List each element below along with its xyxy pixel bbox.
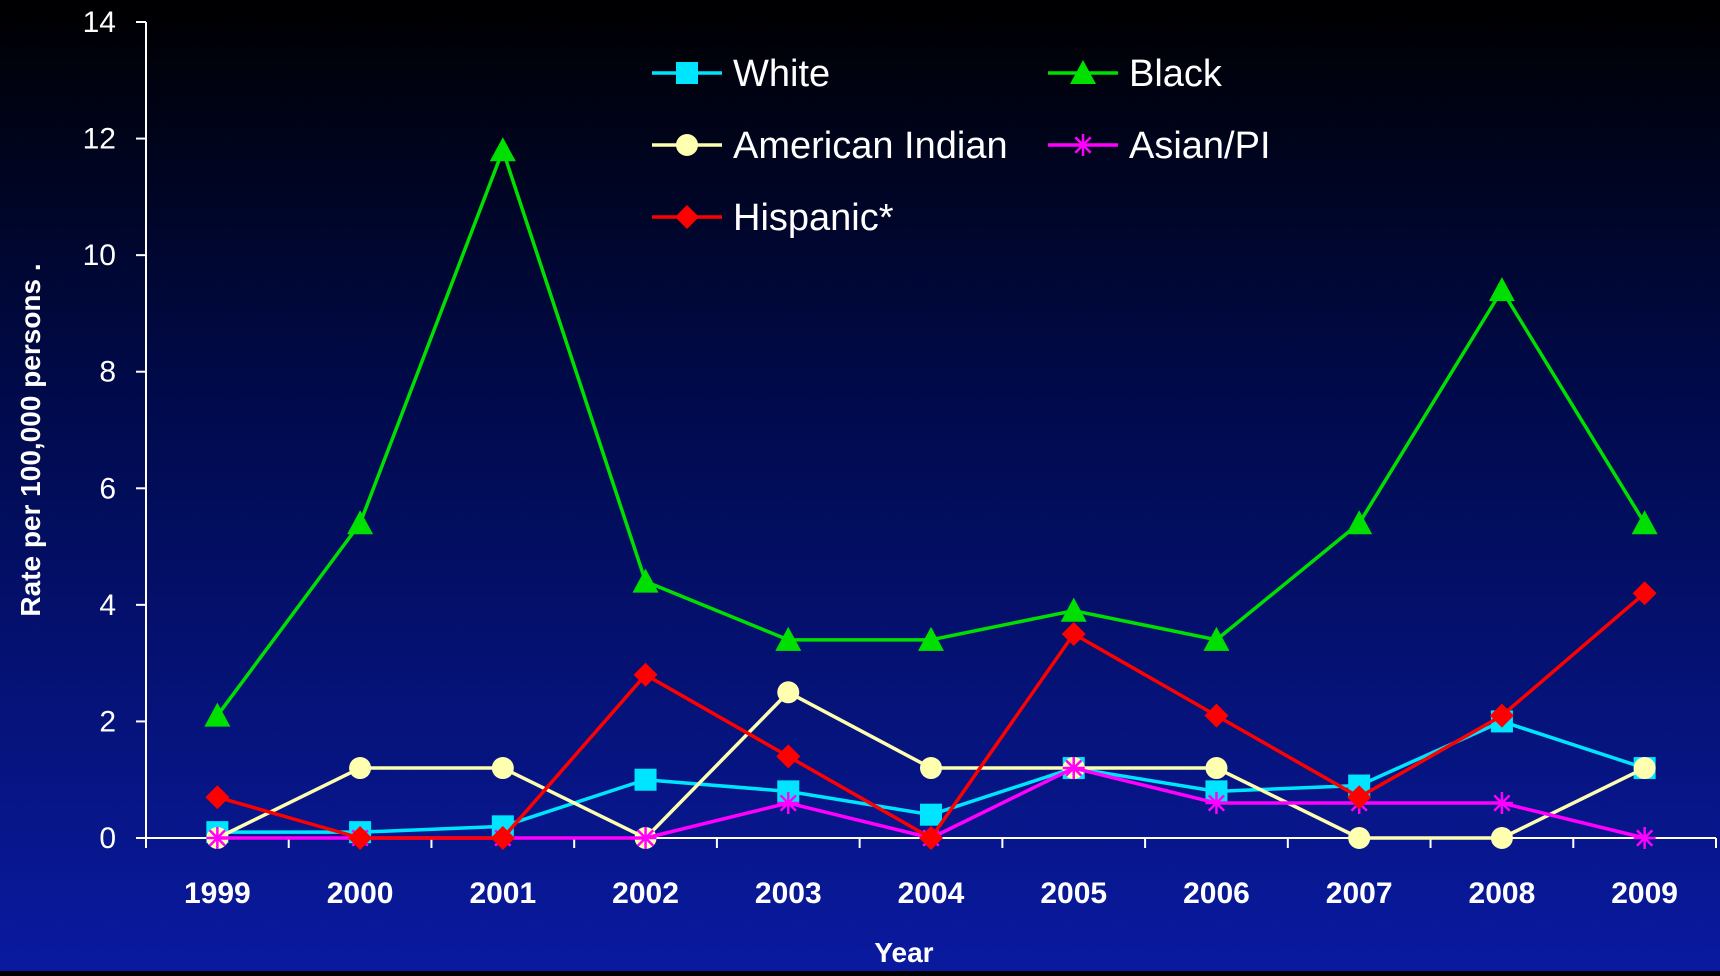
legend-marker <box>1072 134 1094 156</box>
legend-marker <box>675 205 699 229</box>
axes: 0 2 4 6 8 10 12 14 1999 2000 2001 2002 2003 2004 2005 2… <box>83 6 1717 910</box>
data-point-asian-pi <box>777 792 800 815</box>
legend-label: American Indian <box>733 125 1008 167</box>
legend-item-american-indian: American Indian <box>652 125 1008 167</box>
data-point-white <box>920 803 942 826</box>
legend-label: Hispanic* <box>733 197 894 239</box>
data-point-american-indian <box>920 757 942 780</box>
y-tick-label: 0 <box>99 822 116 855</box>
x-tick-label: 2002 <box>612 877 679 910</box>
data-point-american-indian <box>491 757 514 780</box>
x-tick-label: 2008 <box>1469 877 1536 910</box>
x-tick-label: 2006 <box>1183 877 1250 910</box>
legend-marker <box>676 134 698 156</box>
data-point-american-indian <box>777 681 800 704</box>
data-point-black <box>489 137 516 162</box>
series-hispanic <box>205 581 1657 850</box>
x-tick-label: 2001 <box>469 877 536 910</box>
data-point-white <box>634 768 657 791</box>
data-point-hispanic <box>1632 581 1657 606</box>
x-tick-label: 2000 <box>327 877 394 910</box>
data-point-black <box>1488 277 1515 302</box>
x-tick-label: 2003 <box>755 877 822 910</box>
data-point-american-indian <box>1205 757 1228 780</box>
y-tick-label: 8 <box>99 356 116 389</box>
y-axis-title: Rate per 100,000 persons . <box>15 263 46 616</box>
x-tick-label: 2009 <box>1611 877 1678 910</box>
data-point-american-indian <box>1633 757 1656 780</box>
data-point-hispanic <box>205 785 230 810</box>
data-point-black <box>1203 626 1230 651</box>
data-point-american-indian <box>1348 827 1371 849</box>
data-point-asian-pi <box>1490 792 1513 815</box>
x-tick-label: 2005 <box>1040 877 1107 910</box>
legend-item-black: Black <box>1048 53 1223 95</box>
x-tick-label: 2007 <box>1326 877 1393 910</box>
x-tick-label: 2004 <box>898 877 965 910</box>
series-layer <box>204 137 1658 850</box>
x-tick-label: 1999 <box>184 877 251 910</box>
series-black <box>204 137 1658 727</box>
y-tick-label: 2 <box>99 705 116 738</box>
y-tick-label: 12 <box>83 123 116 156</box>
data-point-black <box>204 702 231 727</box>
data-point-hispanic <box>1061 622 1086 646</box>
data-point-hispanic <box>1347 785 1372 810</box>
data-point-asian-pi <box>1205 792 1228 815</box>
legend-label: Black <box>1129 53 1223 95</box>
y-tick-label: 10 <box>83 239 116 272</box>
data-point-black <box>775 626 802 651</box>
data-point-black <box>347 510 374 535</box>
data-point-hispanic <box>776 744 801 769</box>
data-point-black <box>918 626 944 651</box>
data-point-hispanic <box>633 662 658 687</box>
legend-marker <box>676 62 698 84</box>
legend-item-hispanic: Hispanic* <box>652 197 894 239</box>
data-point-black <box>632 568 659 593</box>
data-point-hispanic <box>1489 703 1514 728</box>
data-point-black <box>1060 597 1087 622</box>
legend: White Black American Indian Asian/PI Hispani… <box>652 53 1271 239</box>
y-tick-label: 6 <box>99 472 116 505</box>
legend-marker <box>1070 60 1096 85</box>
data-point-asian-pi <box>206 827 229 849</box>
y-tick-label: 14 <box>83 6 116 39</box>
legend-item-asian-pi: Asian/PI <box>1048 125 1271 167</box>
data-point-asian-pi <box>1633 827 1656 849</box>
data-point-asian-pi <box>634 827 657 849</box>
data-point-hispanic <box>919 826 943 850</box>
legend-item-white: White <box>652 53 830 95</box>
data-point-american-indian <box>349 757 372 780</box>
data-point-black <box>1631 510 1658 535</box>
y-tick-label: 4 <box>99 589 116 622</box>
data-point-hispanic <box>1204 703 1229 728</box>
data-point-black <box>1346 510 1373 535</box>
legend-label: Asian/PI <box>1129 125 1271 167</box>
x-axis-title: Year <box>874 937 933 968</box>
data-point-asian-pi <box>1062 757 1085 780</box>
data-point-american-indian <box>1490 827 1513 849</box>
legend-label: White <box>733 53 830 95</box>
data-point-hispanic <box>490 826 515 850</box>
data-point-hispanic <box>348 826 373 850</box>
